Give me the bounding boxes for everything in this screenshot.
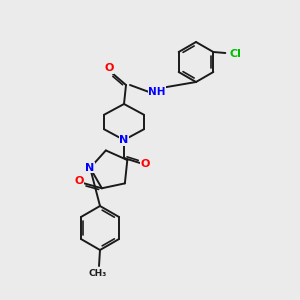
Text: N: N	[119, 135, 129, 145]
Text: N: N	[85, 163, 95, 173]
Text: CH₃: CH₃	[89, 268, 107, 278]
Text: Cl: Cl	[230, 49, 241, 59]
Text: NH: NH	[148, 87, 166, 97]
Text: O: O	[140, 159, 150, 169]
Text: O: O	[74, 176, 84, 186]
Text: O: O	[104, 63, 114, 73]
